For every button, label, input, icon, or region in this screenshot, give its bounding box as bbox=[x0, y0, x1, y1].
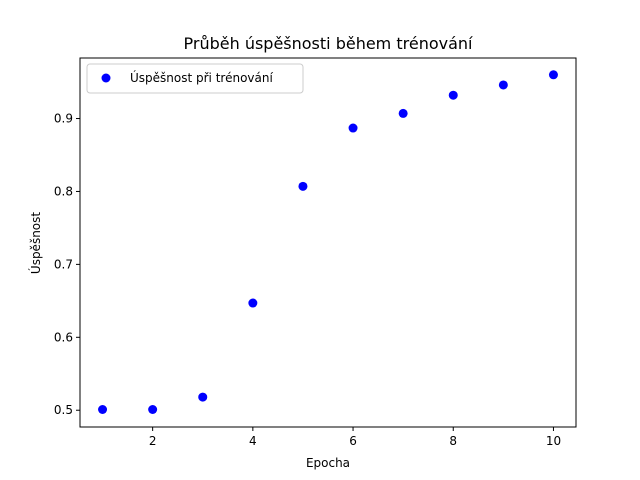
data-point bbox=[348, 123, 358, 133]
data-point bbox=[298, 181, 308, 191]
x-axis-ticks: 2 4 6 8 10 bbox=[149, 427, 561, 448]
data-point bbox=[548, 70, 558, 80]
axes-frame bbox=[79, 57, 577, 428]
legend-box bbox=[86, 63, 304, 94]
data-points bbox=[98, 70, 558, 414]
x-tick-label: 8 bbox=[449, 434, 457, 448]
legend-label-series: Úspěšnost při trénování bbox=[130, 70, 273, 85]
data-point bbox=[98, 404, 108, 414]
x-axis-label: Epocha bbox=[306, 456, 350, 470]
chart-title: Průběh úspěšnosti během trénování bbox=[184, 34, 474, 53]
y-tick-label: 0.8 bbox=[54, 184, 73, 198]
data-point bbox=[148, 404, 158, 414]
data-point bbox=[198, 392, 208, 402]
data-point bbox=[398, 108, 408, 118]
y-tick-label: 0.6 bbox=[54, 330, 73, 344]
plot-area bbox=[79, 57, 577, 428]
data-point bbox=[448, 90, 458, 100]
data-point bbox=[248, 298, 258, 308]
legend-marker bbox=[101, 73, 111, 83]
x-tick-label: 10 bbox=[546, 434, 561, 448]
x-tick-label: 4 bbox=[249, 434, 257, 448]
x-tick-label: 6 bbox=[349, 434, 357, 448]
data-point bbox=[498, 80, 508, 90]
y-axis-label: Úspěšnost bbox=[28, 212, 43, 274]
y-tick-label: 0.9 bbox=[54, 112, 73, 126]
legend: Úspěšnost při trénování bbox=[86, 63, 304, 94]
y-tick-label: 0.5 bbox=[54, 403, 73, 417]
y-axis-ticks: 0.5 0.6 0.7 0.8 0.9 bbox=[54, 112, 80, 417]
x-tick-label: 2 bbox=[149, 434, 157, 448]
y-tick-label: 0.7 bbox=[54, 257, 73, 271]
